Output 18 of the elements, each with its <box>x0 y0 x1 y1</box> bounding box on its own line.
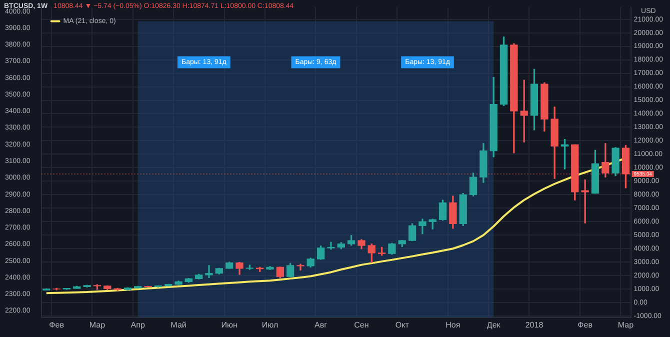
x-tick-label: Окт <box>395 320 410 330</box>
x-tick-label: Ноя <box>446 320 460 330</box>
x-tick-label: Июл <box>262 320 278 330</box>
candlestick <box>205 265 213 278</box>
x-tick-label: Май <box>170 320 186 330</box>
x-tick-label: Сен <box>354 320 369 330</box>
x-tick-label: Авг <box>314 320 328 330</box>
x-tick-label: Апр <box>130 320 146 330</box>
candlestick <box>581 180 589 224</box>
x-tick-label: Фев <box>578 320 592 330</box>
x-tick-label: Фев <box>49 320 64 330</box>
candlestick <box>327 242 335 250</box>
x-tick-label: 2018 <box>525 320 544 330</box>
candlestick <box>296 264 304 271</box>
x-tick-label: Дек <box>486 320 501 330</box>
x-tick-label: Мар <box>89 320 106 330</box>
x-tick-label: Мар <box>618 320 634 330</box>
x-tick-label: Июн <box>221 320 238 330</box>
